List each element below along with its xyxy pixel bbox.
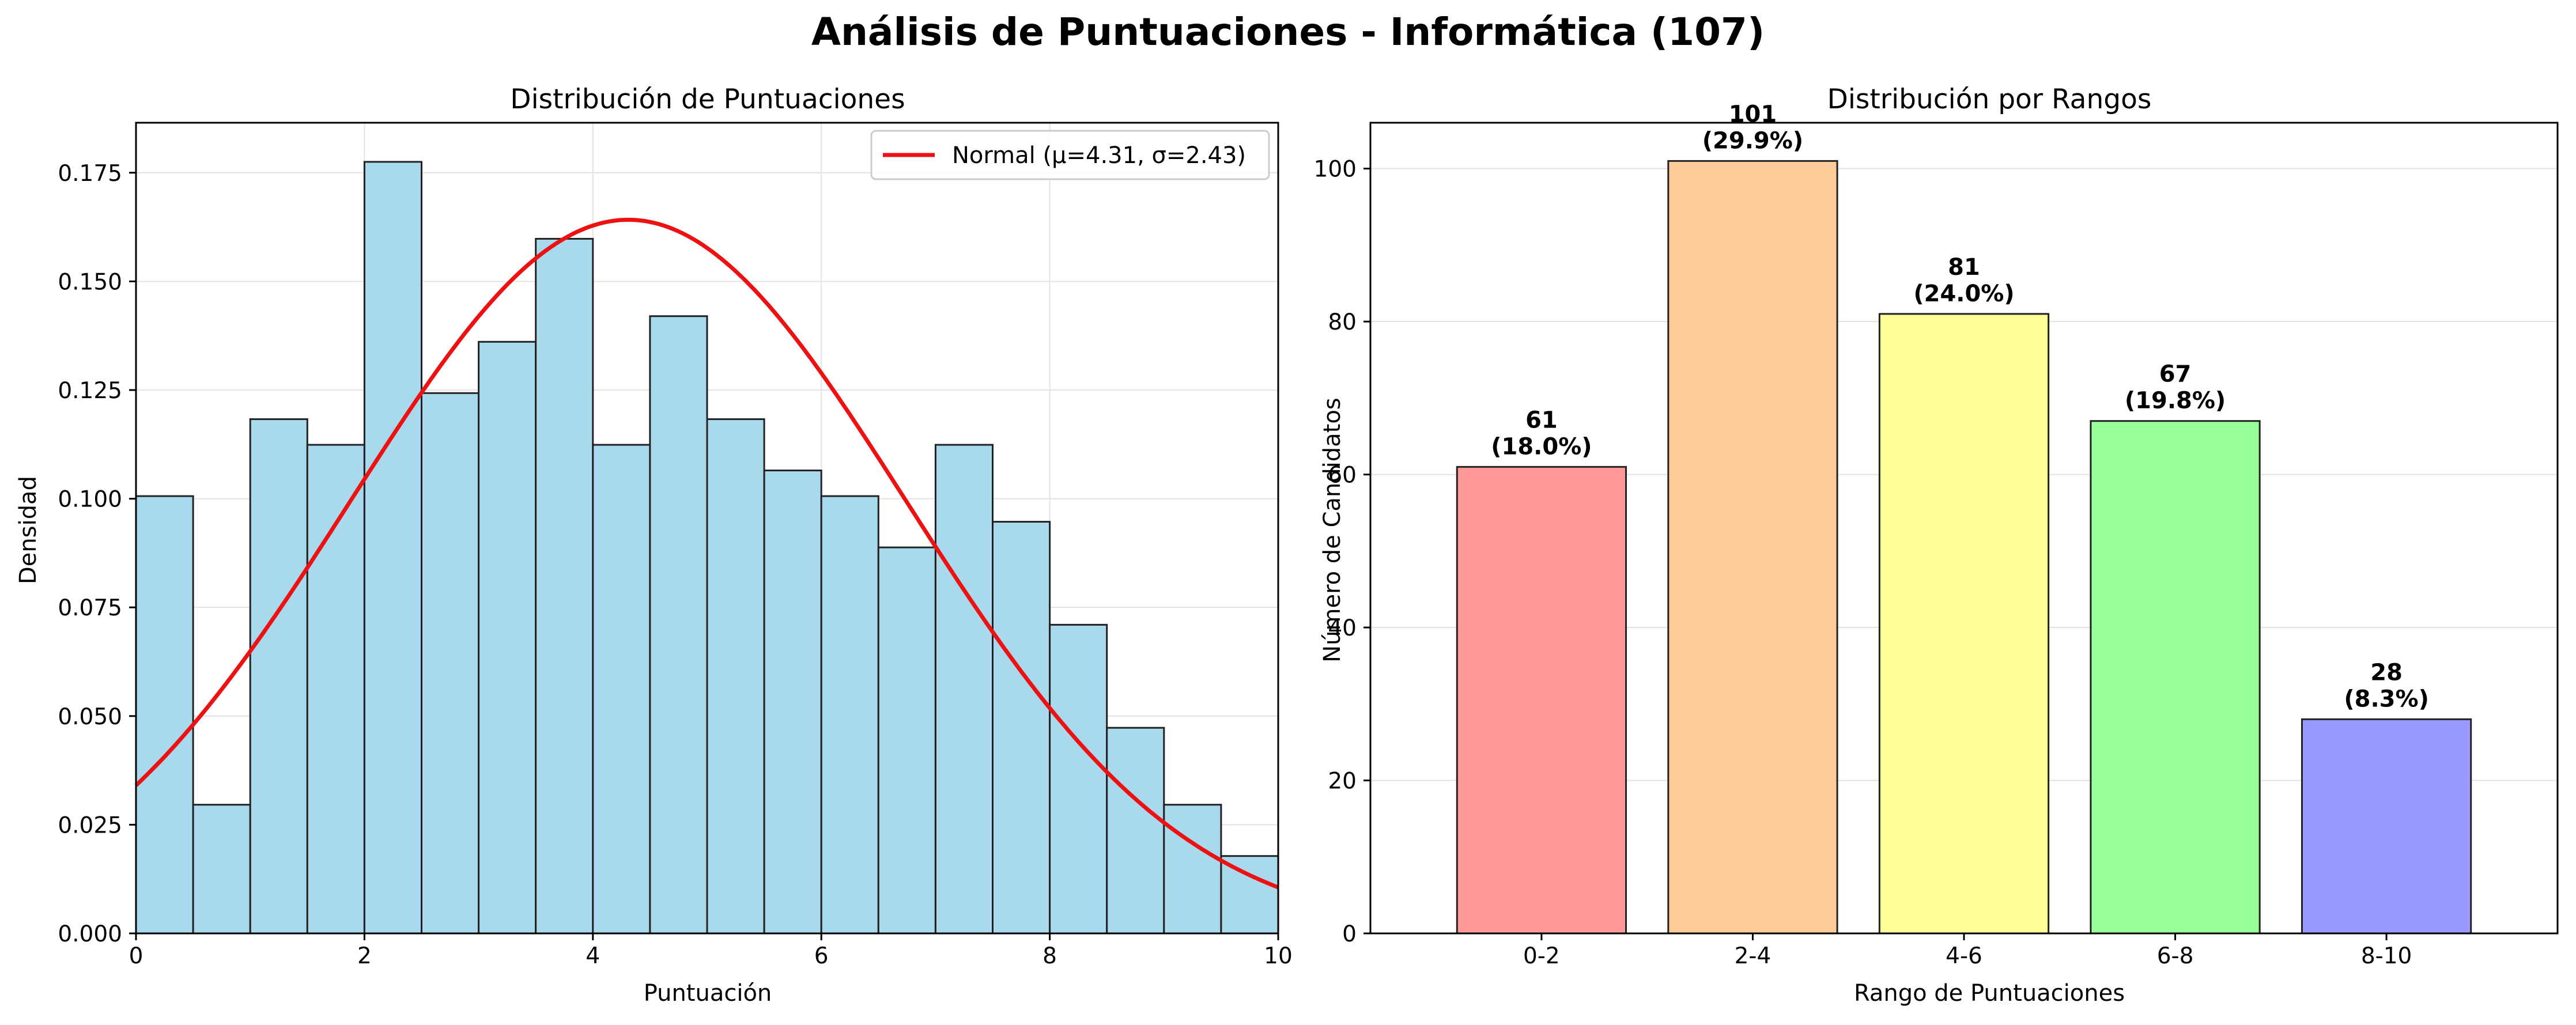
- histogram-axes-frame: [135, 122, 1279, 935]
- histogram-title: Distribución de Puntuaciones: [510, 84, 905, 115]
- histogram-bar: [1106, 727, 1165, 935]
- category-tick-label: 0-2: [1523, 943, 1560, 969]
- range-bar: [2090, 420, 2261, 935]
- histogram-bar: [877, 546, 936, 935]
- figure-title: Análisis de Puntuaciones - Informática (…: [811, 10, 1765, 54]
- range-bar: [1878, 313, 2050, 935]
- category-tick-label: 6-8: [2157, 943, 2194, 969]
- histogram-bar: [820, 495, 879, 935]
- x-tick-label: 0: [129, 943, 143, 969]
- histogram-bar: [763, 470, 822, 935]
- range-bar: [2301, 718, 2472, 935]
- range-chart-x-ticks: 0-2 2-4 4-6 6-8 8-10: [1523, 933, 2412, 969]
- x-tick-label: 8: [1043, 943, 1057, 969]
- y-tick-label: 100: [1314, 157, 1357, 183]
- range-chart-y-ticks: 0 20 40 60 80 100: [1314, 157, 1370, 947]
- normal-fit-curve: [134, 218, 1279, 890]
- range-chart-bars: [1456, 160, 2472, 935]
- histogram-bar: [249, 418, 308, 935]
- histogram-bar: [306, 444, 365, 935]
- histogram-bar: [535, 237, 594, 935]
- range-bar: [1667, 160, 1838, 935]
- histogram-bar: [363, 161, 423, 935]
- histogram-bar: [421, 392, 480, 935]
- x-tick-label: 6: [814, 943, 829, 969]
- bar-value-label: 81 (24.0%): [1913, 254, 2014, 307]
- histogram-bar: [478, 341, 537, 935]
- y-tick-label: 0.125: [58, 378, 122, 404]
- category-tick-label: 8-10: [2361, 943, 2412, 969]
- histogram-bar: [934, 444, 994, 935]
- histogram-legend: Normal (μ=4.31, σ=2.43): [870, 130, 1270, 180]
- range-chart-title: Distribución por Rangos: [1827, 84, 2152, 115]
- y-tick-label: 0.150: [58, 269, 122, 295]
- histogram-bar: [1220, 855, 1279, 935]
- histogram-bar: [192, 804, 251, 935]
- category-tick-label: 4-6: [1946, 943, 1982, 969]
- histogram-bar: [992, 521, 1051, 935]
- x-tick-label: 2: [357, 943, 372, 969]
- histogram-bar: [592, 444, 651, 935]
- legend-entry-normal: Normal (μ=4.31, σ=2.43): [952, 142, 1246, 169]
- histogram-bar: [1163, 804, 1222, 935]
- bar-value-label: 67 (19.8%): [2125, 361, 2226, 414]
- histogram-bars: [135, 161, 1279, 935]
- y-tick-label: 40: [1328, 615, 1357, 641]
- y-tick-label: 60: [1328, 463, 1357, 489]
- y-tick-label: 20: [1328, 769, 1357, 795]
- histogram-chart: Distribución de Puntuaciones 0 2 4 6 8 10 0.0…: [15, 84, 1293, 1007]
- bar-value-label: 101 (29.9%): [1702, 101, 1803, 154]
- y-tick-label: 0.075: [58, 595, 122, 621]
- range-chart-x-axis-label: Rango de Puntuaciones: [1854, 980, 2125, 1007]
- histogram-y-axis-label: Densidad: [15, 476, 41, 584]
- histogram-x-axis-label: Puntuación: [644, 980, 772, 1007]
- histogram-x-ticks: 0 2 4 6 8 10: [129, 933, 1293, 969]
- y-tick-label: 80: [1328, 309, 1357, 335]
- y-tick-label: 0.050: [58, 704, 122, 730]
- y-tick-label: 0.100: [58, 487, 122, 513]
- y-tick-label: 0.000: [58, 921, 122, 947]
- range-bar: [1456, 466, 1627, 935]
- legend-box: [870, 130, 1270, 180]
- y-tick-label: 0.175: [58, 161, 122, 187]
- range-chart-bar-labels: 61 (18.0%) 101 (29.9%) 81 (24.0%) 67 (19.8%) 28(…: [1491, 101, 2429, 712]
- range-bar-chart: Distribución por Rangos 61 (18.0%) 101 (29.…: [1314, 84, 2559, 1007]
- y-tick-label: 0.025: [58, 812, 122, 838]
- histogram-bar: [649, 315, 708, 935]
- histogram-y-ticks: 0.000 0.025 0.050 0.075 0.100 0.125 0.150 0.175: [58, 161, 136, 947]
- category-tick-label: 2-4: [1735, 943, 1772, 969]
- histogram-bar: [1049, 623, 1108, 935]
- bar-value-label: 28 (8.3%): [2344, 659, 2429, 712]
- bar-value-label: 61 (18.0%): [1491, 407, 1592, 460]
- histogram-bar: [135, 495, 194, 935]
- x-tick-label: 4: [586, 943, 600, 969]
- y-tick-label: 0: [1342, 921, 1357, 947]
- x-tick-label: 10: [1264, 943, 1293, 969]
- histogram-bar: [706, 418, 765, 935]
- range-chart-y-axis-label: Número de Candidatos: [1319, 398, 1346, 663]
